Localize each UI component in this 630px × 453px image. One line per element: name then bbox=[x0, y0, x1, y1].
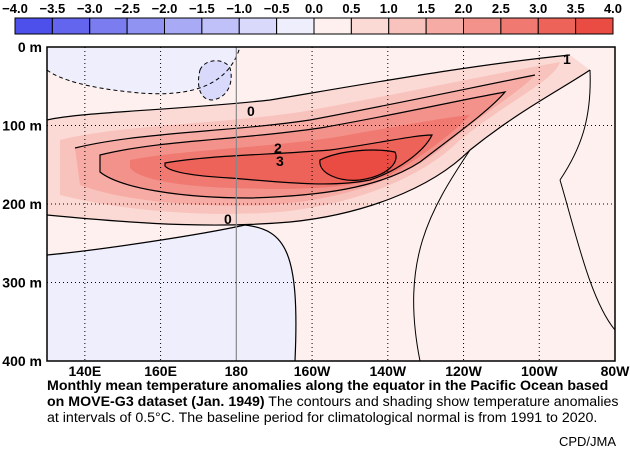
x-tick-label: 100W bbox=[521, 363, 558, 379]
contour-label-3: 3 bbox=[276, 153, 284, 169]
y-tick-label: 300 m bbox=[2, 275, 42, 291]
y-tick-label: 200 m bbox=[2, 196, 42, 212]
contour-label-0-lower: 0 bbox=[224, 211, 232, 227]
colorbar-tick-label: 2.5 bbox=[492, 1, 510, 16]
colorbar: −4.0 −3.5 −3.0 −2.5 −2.0 −1.5 −1.0 −0.5 0.0 0.5 1.… bbox=[2, 1, 622, 35]
credit-label: CPD/JMA bbox=[558, 434, 616, 449]
colorbar-cell bbox=[51, 17, 91, 35]
colorbar-tick-label: 0.0 bbox=[305, 1, 323, 16]
x-axis-ticks: 140E 160E 180 160W 140W 120W 100W 80W bbox=[69, 363, 630, 379]
x-tick-label: 140E bbox=[69, 363, 102, 379]
contour-label-1: 1 bbox=[563, 51, 571, 67]
colorbar-tick-label: 3.0 bbox=[529, 1, 547, 16]
colorbar-cell bbox=[575, 17, 614, 35]
colorbar-tick-label: −1.5 bbox=[189, 1, 215, 16]
colorbar-cell bbox=[276, 17, 315, 35]
colorbar-cell bbox=[126, 17, 165, 35]
colorbar-cell bbox=[388, 17, 427, 35]
x-tick-label: 160E bbox=[144, 363, 177, 379]
colorbar-tick-label: 1.0 bbox=[380, 1, 398, 16]
colorbar-tick-label: −1.0 bbox=[226, 1, 252, 16]
colorbar-tick-label: 2.0 bbox=[454, 1, 472, 16]
x-tick-label: 80W bbox=[601, 363, 630, 379]
x-tick-label: 140W bbox=[370, 363, 407, 379]
grid-lines bbox=[47, 47, 615, 361]
colorbar-cell bbox=[14, 17, 53, 35]
colorbar-tick-label: 3.5 bbox=[567, 1, 585, 16]
colorbar-tick-label: −4.0 bbox=[2, 1, 28, 16]
colorbar-tick-label: −0.5 bbox=[264, 1, 290, 16]
negative-region-surface-patch bbox=[198, 60, 232, 100]
contour-label-2: 2 bbox=[274, 140, 282, 156]
negative-region-west-deep bbox=[47, 225, 296, 361]
caption-rest: The contours and shading show temperatur… bbox=[47, 394, 619, 426]
plot-frame bbox=[46, 46, 616, 362]
temperature-anomaly-section-chart: −4.0 −3.5 −3.0 −2.5 −2.0 −1.5 −1.0 −0.5 0.0 0.5 1.… bbox=[2, 1, 630, 379]
colorbar-cell bbox=[350, 17, 390, 35]
colorbar-tick-label: 0.5 bbox=[342, 1, 360, 16]
y-tick-label: 100 m bbox=[2, 118, 42, 134]
warm-band-3-5 bbox=[319, 150, 397, 181]
y-tick-label: 0 m bbox=[18, 39, 42, 55]
contour-label-0-upper: 0 bbox=[247, 103, 255, 119]
colorbar-cell bbox=[425, 17, 464, 35]
colorbar-tick-label: −2.0 bbox=[152, 1, 178, 16]
negative-region-west-surface bbox=[47, 47, 240, 94]
colorbar-cell bbox=[201, 17, 240, 35]
colorbar-tick-label: −3.5 bbox=[40, 1, 66, 16]
caption-bold: Monthly mean temperature anomalies along… bbox=[47, 378, 609, 410]
y-tick-label: 400 m bbox=[2, 353, 42, 369]
colorbar-cell bbox=[89, 17, 128, 35]
colorbar-cell bbox=[164, 17, 203, 35]
x-tick-label: 120W bbox=[445, 363, 482, 379]
colorbar-cell bbox=[238, 17, 278, 35]
colorbar-tick-label: 1.5 bbox=[417, 1, 435, 16]
colorbar-cell bbox=[313, 17, 352, 35]
colorbar-cell bbox=[537, 17, 577, 35]
colorbar-cell bbox=[500, 17, 539, 35]
colorbar-tick-label: 4.0 bbox=[604, 1, 622, 16]
colorbar-tick-label: −3.0 bbox=[77, 1, 103, 16]
figure-caption: Monthly mean temperature anomalies along… bbox=[47, 378, 627, 426]
x-tick-label: 180 bbox=[225, 363, 249, 379]
x-tick-label: 160W bbox=[294, 363, 331, 379]
anomaly-shading bbox=[47, 47, 615, 361]
y-axis-ticks: 0 m 100 m 200 m 300 m 400 m bbox=[2, 39, 42, 369]
colorbar-tick-label: −2.5 bbox=[114, 1, 140, 16]
colorbar-cell bbox=[463, 17, 502, 35]
